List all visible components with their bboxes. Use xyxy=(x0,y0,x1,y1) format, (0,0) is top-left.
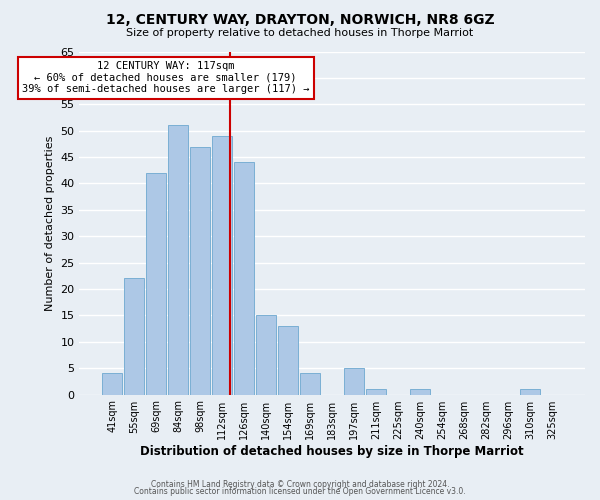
Bar xyxy=(146,173,166,394)
Text: 12, CENTURY WAY, DRAYTON, NORWICH, NR8 6GZ: 12, CENTURY WAY, DRAYTON, NORWICH, NR8 6… xyxy=(106,12,494,26)
Bar xyxy=(256,316,276,394)
Bar xyxy=(169,126,188,394)
Text: Contains HM Land Registry data © Crown copyright and database right 2024.: Contains HM Land Registry data © Crown c… xyxy=(151,480,449,489)
Bar xyxy=(410,390,430,394)
Bar xyxy=(367,390,386,394)
Bar xyxy=(190,146,210,394)
Bar xyxy=(520,390,540,394)
Y-axis label: Number of detached properties: Number of detached properties xyxy=(45,136,55,310)
Bar xyxy=(103,374,122,394)
Bar xyxy=(212,136,232,394)
Bar xyxy=(301,374,320,394)
X-axis label: Distribution of detached houses by size in Thorpe Marriot: Distribution of detached houses by size … xyxy=(140,444,524,458)
Text: Contains public sector information licensed under the Open Government Licence v3: Contains public sector information licen… xyxy=(134,488,466,496)
Text: Size of property relative to detached houses in Thorpe Marriot: Size of property relative to detached ho… xyxy=(127,28,473,38)
Bar xyxy=(235,162,254,394)
Bar xyxy=(278,326,298,394)
Bar xyxy=(124,278,144,394)
Bar xyxy=(344,368,364,394)
Text: 12 CENTURY WAY: 117sqm
← 60% of detached houses are smaller (179)
39% of semi-de: 12 CENTURY WAY: 117sqm ← 60% of detached… xyxy=(22,62,310,94)
